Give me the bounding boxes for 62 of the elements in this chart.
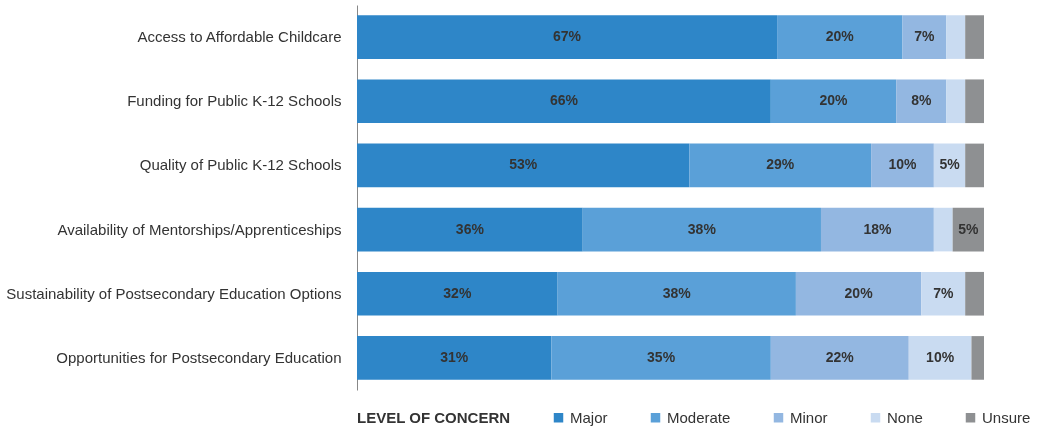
bar [902, 15, 947, 59]
data-label: 20% [825, 28, 855, 45]
data-label: 5% [939, 156, 961, 173]
data-label: 66% [549, 92, 579, 109]
data-label: 20% [844, 284, 874, 301]
data-label: 7% [933, 284, 954, 301]
data-label: 67% [553, 28, 582, 45]
bar [946, 15, 966, 59]
data-label: 53% [509, 156, 538, 173]
data-label: 8% [911, 92, 932, 109]
legend-label: Moderate [667, 408, 731, 426]
bar [820, 207, 934, 252]
y-tick-label: Availability of Mentorships/Apprenticeships [57, 220, 342, 238]
bar [551, 336, 771, 380]
bar [357, 271, 558, 316]
data-label: 32% [443, 284, 472, 301]
data-label: 36% [455, 220, 485, 237]
data-label: 10% [888, 156, 918, 173]
y-tick-label: Sustainability of Postsecondary Education Options [6, 284, 342, 302]
bar [795, 271, 922, 316]
bar [357, 336, 552, 380]
data-label: 38% [662, 284, 692, 301]
data-label: 38% [687, 220, 717, 237]
y-tick-label: Access to Affordable Childcare [137, 28, 342, 46]
data-label: 22% [825, 348, 855, 365]
data-label: 18% [863, 220, 892, 237]
bar [689, 143, 872, 188]
legend-label: Major [570, 408, 608, 426]
bar [770, 336, 909, 380]
legend-label: None [887, 408, 923, 426]
bar [921, 271, 966, 316]
data-label: 20% [819, 92, 849, 109]
bar [946, 79, 966, 124]
data-label: 29% [766, 156, 795, 173]
bar [965, 271, 984, 316]
bar [582, 207, 821, 252]
y-tick-label: Quality of Public K-12 Schools [139, 156, 342, 174]
bar [557, 271, 796, 316]
legend-label: Unsure [982, 408, 1031, 426]
y-tick-label: Opportunities for Postsecondary Education [56, 348, 342, 366]
legend-title: LEVEL OF CONCERN [357, 409, 511, 426]
bar [770, 79, 897, 124]
bar [357, 79, 771, 124]
bar [965, 15, 984, 59]
bar [871, 143, 934, 188]
legend-label: Minor [790, 408, 828, 426]
bar [971, 336, 984, 380]
data-label: 5% [958, 220, 979, 237]
bar [896, 79, 947, 124]
bar [777, 15, 903, 59]
data-label: 7% [914, 28, 936, 45]
bar [357, 207, 583, 252]
data-label: 35% [647, 348, 676, 365]
bar [933, 207, 953, 252]
bar [357, 15, 778, 59]
y-tick-label: Funding for Public K-12 Schools [127, 92, 342, 110]
bar [357, 143, 690, 188]
bar [965, 143, 984, 188]
bar [908, 336, 972, 380]
data-label: 10% [926, 348, 955, 365]
data-label: 31% [440, 348, 469, 365]
bar [965, 79, 984, 124]
